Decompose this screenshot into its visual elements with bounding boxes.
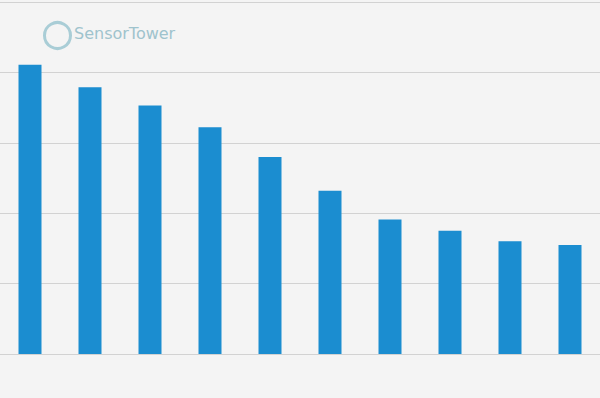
svg-text:SensorTower: SensorTower	[74, 24, 176, 43]
